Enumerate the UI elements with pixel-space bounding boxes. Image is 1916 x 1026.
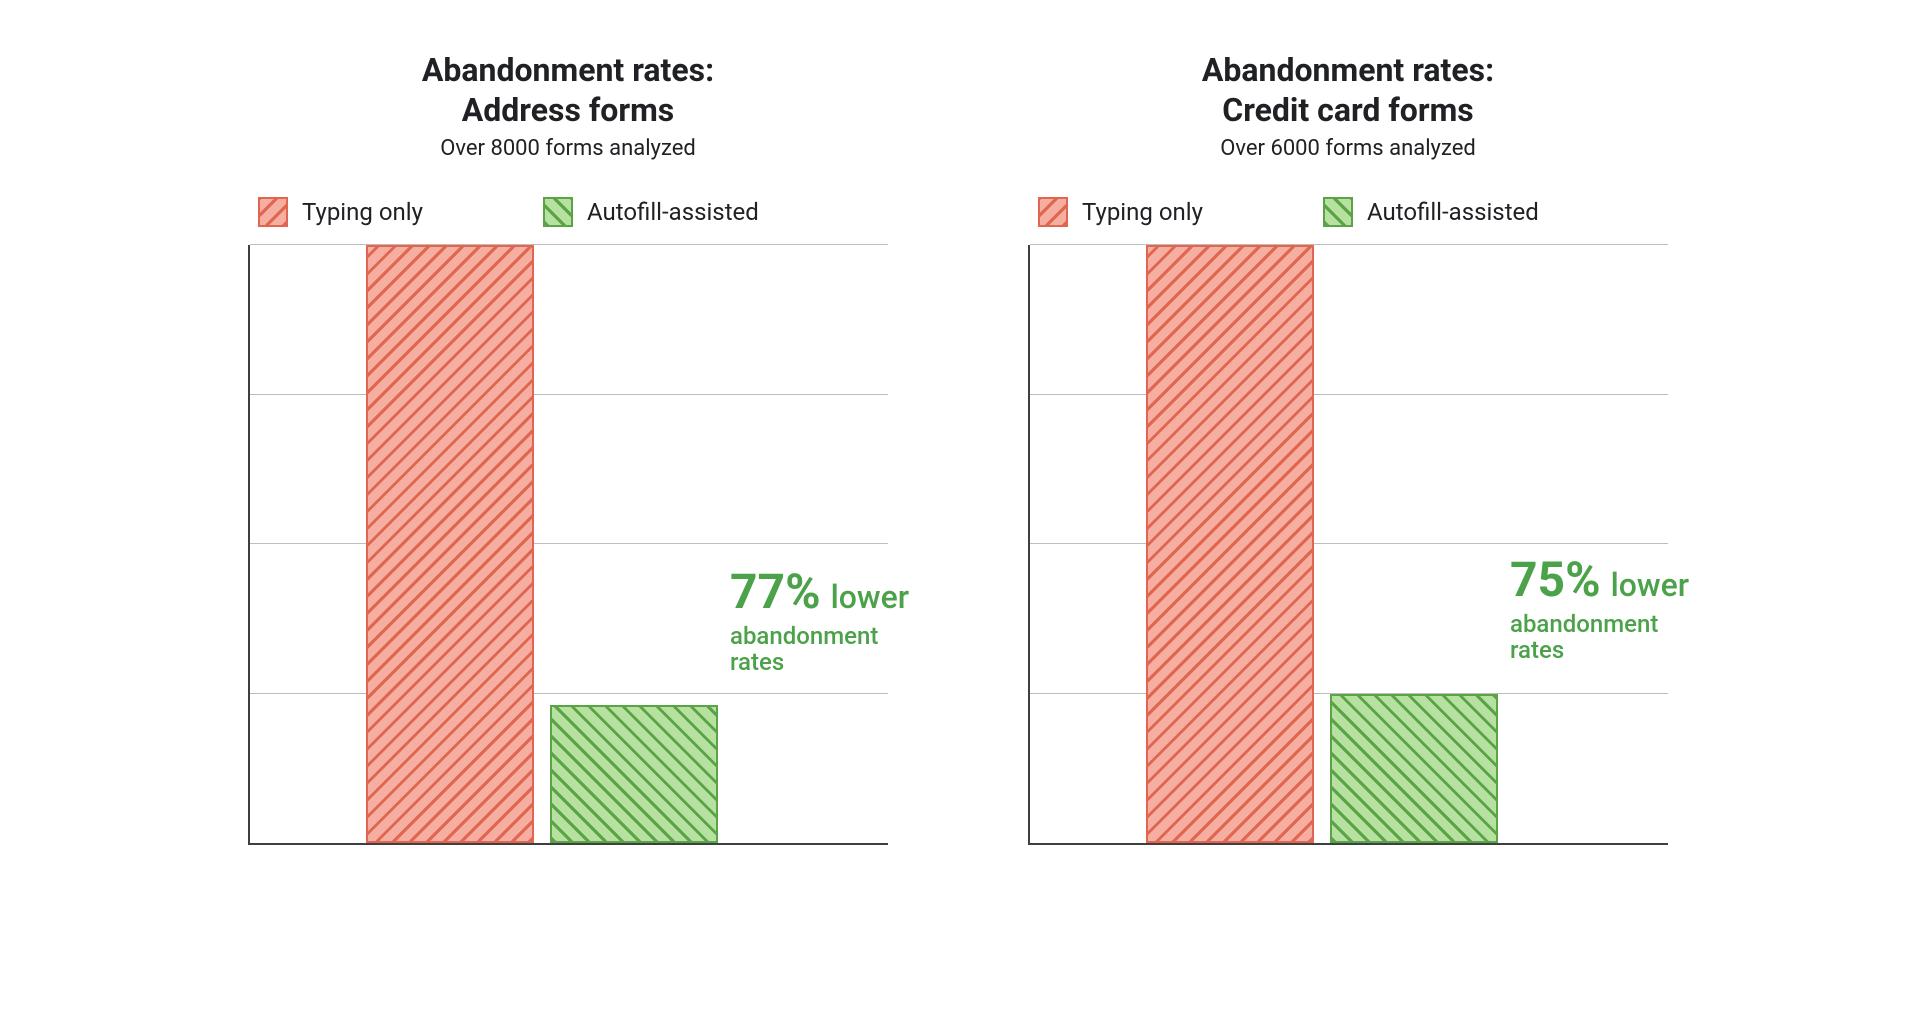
chart: 77%lowerabandonment rates [248, 245, 888, 845]
title-block: Abandonment rates:Address forms Over 8000… [422, 50, 714, 161]
callout: 77% lower abandonment rates [730, 566, 909, 676]
legend-item-typing: Typing only [1038, 197, 1203, 227]
callout-subtext: abandonment rates [730, 623, 909, 676]
bars-group [250, 245, 888, 843]
panels-container: Abandonment rates:Address formsOver 8000… [248, 50, 1668, 845]
legend-swatch-autofill [1323, 197, 1353, 227]
legend-label: Autofill-assisted [587, 198, 759, 226]
legend-swatch-typing [258, 197, 288, 227]
callout-subtext: abandonment rates [1510, 611, 1689, 664]
panel-address: Abandonment rates:Address forms Over 8000… [248, 50, 888, 845]
bars-group [1030, 245, 1668, 843]
legend-item-autofill: Autofill-assisted [543, 197, 759, 227]
legend-swatch-autofill [543, 197, 573, 227]
callout-percent: 75% [1510, 554, 1601, 607]
chart: 75%lowerabandonment rates [1028, 245, 1668, 845]
callout: 75% lower abandonment rates [1510, 554, 1689, 664]
legend-label: Autofill-assisted [1367, 198, 1539, 226]
chart-title-line2: Address forms [422, 90, 714, 130]
bar-typing [1146, 245, 1314, 843]
chart-title-line2: Credit card forms [1202, 90, 1494, 130]
chart-title-line1: Abandonment rates: [422, 50, 714, 90]
bar-autofill [1330, 694, 1498, 844]
callout-row: 77% lower [730, 566, 909, 619]
panel-credit: Abandonment rates:Credit card forms Over … [1028, 50, 1668, 845]
legend-label: Typing only [302, 198, 423, 226]
plot-area: 75%lowerabandonment rates [1028, 245, 1668, 845]
legend-item-autofill: Autofill-assisted [1323, 197, 1539, 227]
title-block: Abandonment rates:Credit card forms Over … [1202, 50, 1494, 161]
callout-row: 75% lower [1510, 554, 1689, 607]
legend-swatch-typing [1038, 197, 1068, 227]
callout-word-lower: lower [1611, 568, 1690, 603]
callout-word-lower: lower [831, 580, 910, 615]
legend-label: Typing only [1082, 198, 1203, 226]
bar-typing [366, 245, 534, 843]
chart-title-line1: Abandonment rates: [1202, 50, 1494, 90]
plot-area: 77%lowerabandonment rates [248, 245, 888, 845]
legend-item-typing: Typing only [258, 197, 423, 227]
callout-percent: 77% [730, 566, 821, 619]
legend: Typing only Autofill-assisted [248, 197, 888, 227]
chart-subtitle: Over 8000 forms analyzed [422, 136, 714, 161]
legend: Typing only Autofill-assisted [1028, 197, 1668, 227]
bar-autofill [550, 705, 718, 843]
chart-subtitle: Over 6000 forms analyzed [1202, 136, 1494, 161]
